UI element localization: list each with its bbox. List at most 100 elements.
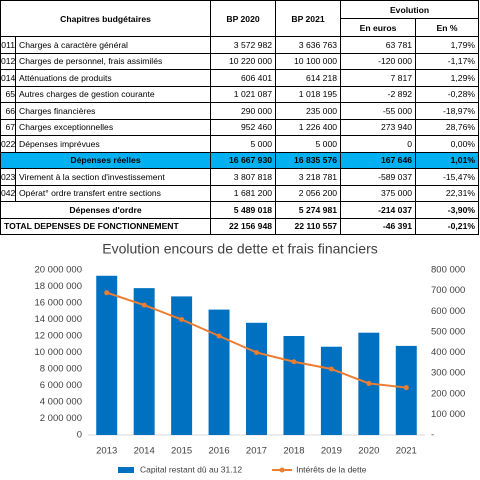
header-cell: En euros [340,18,417,37]
y2-tick-label: 700 000 [431,285,465,296]
table-cell: 0 [340,135,417,153]
y-tick-label: 4 000 000 [40,397,82,408]
table-cell: 1 018 195 [275,85,342,103]
chart-title: Evolution encours de dette et frais fina… [102,241,378,257]
table-row: 011 Charges à caractère général 3 572 982 3… [0,36,480,54]
table-cell: Virement à la section d'investissement [14,168,212,186]
y2-tick-label: 500 000 [431,326,465,337]
table-cell: -46 391 [340,217,417,235]
y2-tick-label: 100 000 [431,409,465,420]
table-cell: 014 [0,69,16,87]
header-row: Chapitres budgétaires BP 2020 BP 2021 Ev… [0,0,480,37]
table-cell: 3 807 818 [210,168,277,186]
line-point [179,317,185,322]
header-cell: En % [415,18,480,37]
y-tick-label: 10 000 000 [34,347,82,358]
table-row: 66 Charges financières 290 000 235 000 -55 0… [0,102,480,120]
header-cell: Chapitres budgétaires [0,0,212,37]
line-point [366,380,372,386]
table-cell: -0,28% [415,85,480,103]
table-cell: 1,79% [415,36,480,54]
line-point [291,359,297,365]
table-cell: 011 [0,36,16,54]
table-cell: 0,00% [415,135,480,153]
table-cell: 7 817 [340,69,417,87]
x-tick-label: 2017 [246,446,267,457]
table-cell: 606 401 [210,69,277,87]
table-cell: 28,76% [415,118,480,136]
table-cell: 1 226 400 [275,118,342,136]
table-cell: Dépenses d'ordre [0,201,212,219]
table-cell: -3,90% [415,201,480,219]
table-cell: 3 572 982 [210,36,277,54]
table-cell: -214 037 [340,201,417,219]
table-cell: 10 100 000 [275,52,342,70]
table-cell: 023 [0,168,16,186]
table-cell: TOTAL DEPENSES DE FONCTIONNEMENT [0,217,212,235]
table-row: 67 Charges exceptionnelles 952 460 1 226 40… [0,118,480,136]
table-cell: 042 [0,184,16,202]
table-cell: 614 218 [275,69,342,87]
line-point [141,302,147,308]
y-tick-label: 16 000 000 [34,298,82,309]
header-cell: BP 2021 [275,0,342,37]
line-point [216,333,222,339]
table-row: 014 Atténuations de produits 606 401 614 21… [0,69,480,87]
table-cell: 3 636 763 [275,36,342,54]
y-tick-label: 20 000 000 [34,265,82,276]
table-cell: -2 892 [340,85,417,103]
table-cell: 66 [0,102,16,120]
y2-tick-label: - [431,430,434,441]
x-tick-label: 2020 [358,446,379,457]
table-cell: -589 037 [340,168,417,186]
table-row: 023 Virement à la section d'investissemen… [0,168,480,186]
bar [208,309,230,435]
table-cell: 5 274 981 [275,201,342,219]
y2-tick-label: 200 000 [431,388,465,399]
table-cell: 167 646 [340,151,417,169]
bar [96,275,118,435]
table-row: 012 Charges de personnel, frais assimilés… [0,52,480,70]
table-cell: Charges exceptionnelles [14,118,212,136]
table-cell: 022 [0,135,16,153]
table-cell: Atténuations de produits [14,69,212,87]
table-cell: 16 835 576 [275,151,342,169]
header-row: En euros En % [1,18,480,37]
table-cell: 290 000 [210,102,277,120]
table-cell: Opérat° ordre transfert entre sections [14,184,212,202]
table-row: TOTAL DEPENSES DE FONCTIONNEMENT 22 156 9… [0,217,480,235]
table-cell: 1,29% [415,69,480,87]
table-cell: 5 000 [210,135,277,153]
x-tick-label: 2018 [283,446,304,457]
bar [395,345,417,435]
bar [171,296,193,435]
y-tick-label: 12 000 000 [34,331,82,342]
table-cell: Charges à caractère général [14,36,212,54]
table-cell: 5 489 018 [210,201,277,219]
y2-tick-label: 300 000 [431,368,465,379]
table-row: 042 Opérat° ordre transfert entre section… [0,184,480,202]
line-point [403,385,409,391]
table-cell: -1,17% [415,52,480,70]
table-cell: Charges de personnel, frais assimilés [14,52,212,70]
y2-tick-label: 600 000 [431,306,465,317]
y-tick-label: 6 000 000 [40,380,82,391]
table-cell: 375 000 [340,184,417,202]
legend-swatch [118,467,134,473]
line-point [254,350,259,355]
table-cell: 2 056 200 [275,184,342,202]
table-row: 65 Autres charges de gestion courante 1 02… [0,85,480,103]
table-cell: 1,01% [415,151,480,169]
table-row: 022 Dépenses imprévues 5 000 5 000 0 0,00% [0,135,480,153]
y-tick-label: 0 [77,430,82,441]
x-tick-label: 2021 [396,446,417,457]
table-cell: 63 781 [340,36,417,54]
table-cell: 952 460 [210,118,277,136]
y2-tick-label: 400 000 [431,347,465,358]
line-point [104,290,110,296]
table-cell: -15,47% [415,168,480,186]
table-cell: 22,31% [415,184,480,202]
table-cell: 10 220 000 [210,52,277,70]
table-cell: Dépenses imprévues [14,135,212,153]
table-cell: -55 000 [340,102,417,120]
